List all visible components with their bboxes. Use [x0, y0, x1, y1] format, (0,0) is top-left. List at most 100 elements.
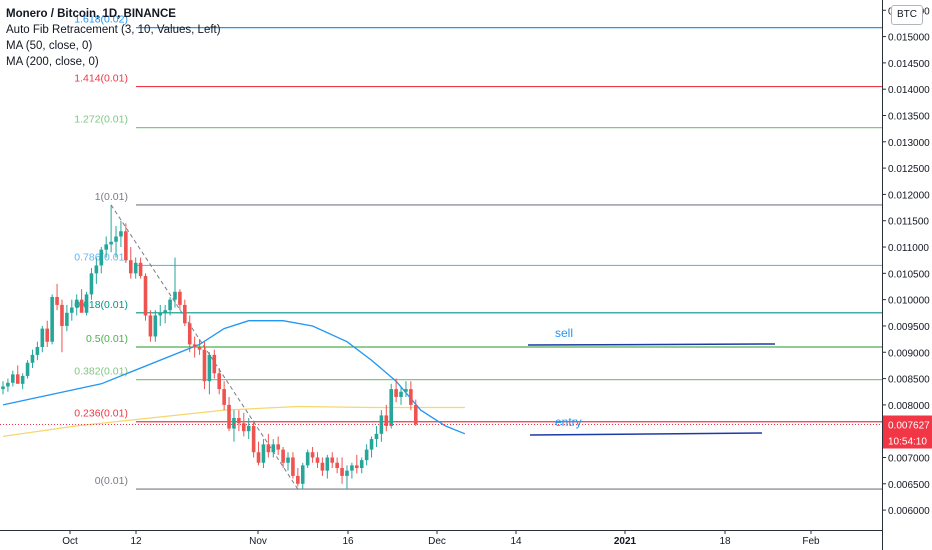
fib-indicator-label[interactable]: Auto Fib Retracement (3, 10, Values, Lef… — [6, 24, 221, 36]
candle-body — [178, 291, 182, 305]
candle-body — [168, 299, 172, 311]
candle-body — [207, 354, 212, 382]
candle-body — [271, 444, 276, 453]
candle-body — [25, 362, 30, 376]
candle-body — [45, 328, 50, 342]
candle-body — [192, 344, 197, 347]
candle-body — [94, 265, 99, 274]
candle-body — [69, 307, 74, 313]
candle-body — [79, 299, 84, 313]
time-tick-label: 12 — [130, 536, 142, 547]
candle-body — [261, 444, 266, 463]
candle-body — [50, 297, 54, 342]
candle-body — [55, 297, 59, 305]
price-tick-label: 0.008000 — [888, 401, 930, 412]
candle-body — [246, 425, 251, 432]
ma200-indicator-label[interactable]: MA (200, close, 0) — [6, 56, 99, 68]
candle-body — [119, 231, 123, 237]
time-tick-label: Oct — [62, 536, 78, 547]
candle-body — [158, 312, 163, 316]
time-axis: Oct 12 Nov 16 Dec 14 2021 18 Feb — [62, 530, 820, 547]
candle-body — [15, 374, 20, 384]
candle-body — [266, 444, 271, 453]
price-tick-label: 0.012500 — [888, 164, 930, 175]
price-tick-label: 0.013500 — [888, 111, 930, 122]
candle-body — [138, 262, 143, 276]
fib-label-1.414: 1.414(0.01) — [74, 73, 128, 85]
candle-body — [114, 236, 118, 242]
ma50-indicator-label[interactable]: MA (50, close, 0) — [6, 40, 93, 52]
time-tick-label: 16 — [342, 536, 354, 547]
candle-body — [74, 299, 79, 308]
candle-body — [315, 457, 320, 463]
candle-body — [340, 468, 344, 476]
candle-body — [202, 349, 207, 382]
candle-body — [60, 304, 64, 326]
countdown-label: 10:54:10 — [888, 437, 927, 448]
candle-body — [1, 386, 5, 390]
time-tick-label: Dec — [428, 536, 446, 547]
price-tick-label: 0.009000 — [888, 348, 930, 359]
candle-body — [109, 241, 113, 245]
candle-body — [251, 425, 256, 453]
fib-label-1: 1(0.01) — [95, 191, 128, 203]
candle-body — [369, 439, 374, 450]
candle-body — [320, 462, 325, 471]
candle-body — [335, 462, 339, 469]
candle-body — [6, 382, 10, 387]
candle-body — [241, 423, 246, 432]
time-tick-label: 2021 — [614, 536, 637, 547]
fib-label-0.236: 0.236(0.01) — [74, 408, 128, 420]
candle-body — [364, 449, 369, 461]
candle-body — [30, 354, 35, 363]
candle-body — [413, 404, 418, 425]
candle-body — [35, 347, 40, 355]
candle-body — [148, 315, 153, 337]
price-tick-label: 0.014500 — [888, 59, 930, 70]
fib-label-0.382: 0.382(0.01) — [74, 366, 128, 378]
candles — [1, 204, 418, 490]
price-tick-label: 0.012000 — [888, 190, 930, 201]
ma200-line — [2, 405, 465, 438]
candle-body — [217, 373, 222, 390]
candle-body — [11, 374, 15, 383]
price-tick-label: 0.015000 — [888, 33, 930, 44]
candle-body — [232, 418, 236, 429]
candle-body — [212, 354, 217, 374]
candle-body — [227, 404, 231, 429]
price-axis: 0.0155000.0150000.0145000.0140000.013500… — [882, 6, 930, 517]
candle-body — [163, 310, 167, 313]
candle-body — [143, 275, 148, 316]
candle-body — [345, 470, 349, 476]
sell-annotation: sell — [555, 326, 573, 340]
candle-body — [286, 457, 290, 463]
candle-body — [222, 389, 226, 405]
candle-body — [89, 273, 94, 295]
entry-line — [529, 432, 763, 436]
candle-body — [394, 389, 398, 397]
currency-badge[interactable]: BTC — [891, 5, 923, 25]
price-tick-label: 0.006500 — [888, 480, 930, 491]
price-tick-label: 0.014000 — [888, 85, 930, 96]
chart-legend: Monero / Bitcoin, 1D, BINANCE Auto Fib R… — [6, 6, 221, 70]
fib-label-0.5: 0.5(0.01) — [86, 333, 128, 345]
candle-body — [296, 475, 300, 484]
candle-body — [99, 249, 104, 266]
fib-label-1.272: 1.272(0.01) — [74, 114, 128, 126]
price-tick-label: 0.006000 — [888, 506, 930, 517]
chart-title: Monero / Bitcoin, 1D, BINANCE — [6, 8, 176, 20]
candle-body — [104, 244, 108, 250]
candle-body — [183, 304, 187, 324]
last-price-label: 0.007627 — [888, 421, 930, 432]
time-tick-label: 18 — [719, 536, 731, 547]
candle-body — [133, 262, 138, 274]
candle-body — [256, 452, 261, 463]
price-tick-label: 0.010500 — [888, 269, 930, 280]
price-tick-label: 0.011500 — [888, 217, 929, 228]
candle-body — [153, 315, 158, 337]
price-tick-label: 0.009500 — [888, 322, 930, 333]
candle-body — [404, 389, 408, 392]
candle-body — [40, 328, 45, 347]
candle-body — [409, 389, 413, 405]
